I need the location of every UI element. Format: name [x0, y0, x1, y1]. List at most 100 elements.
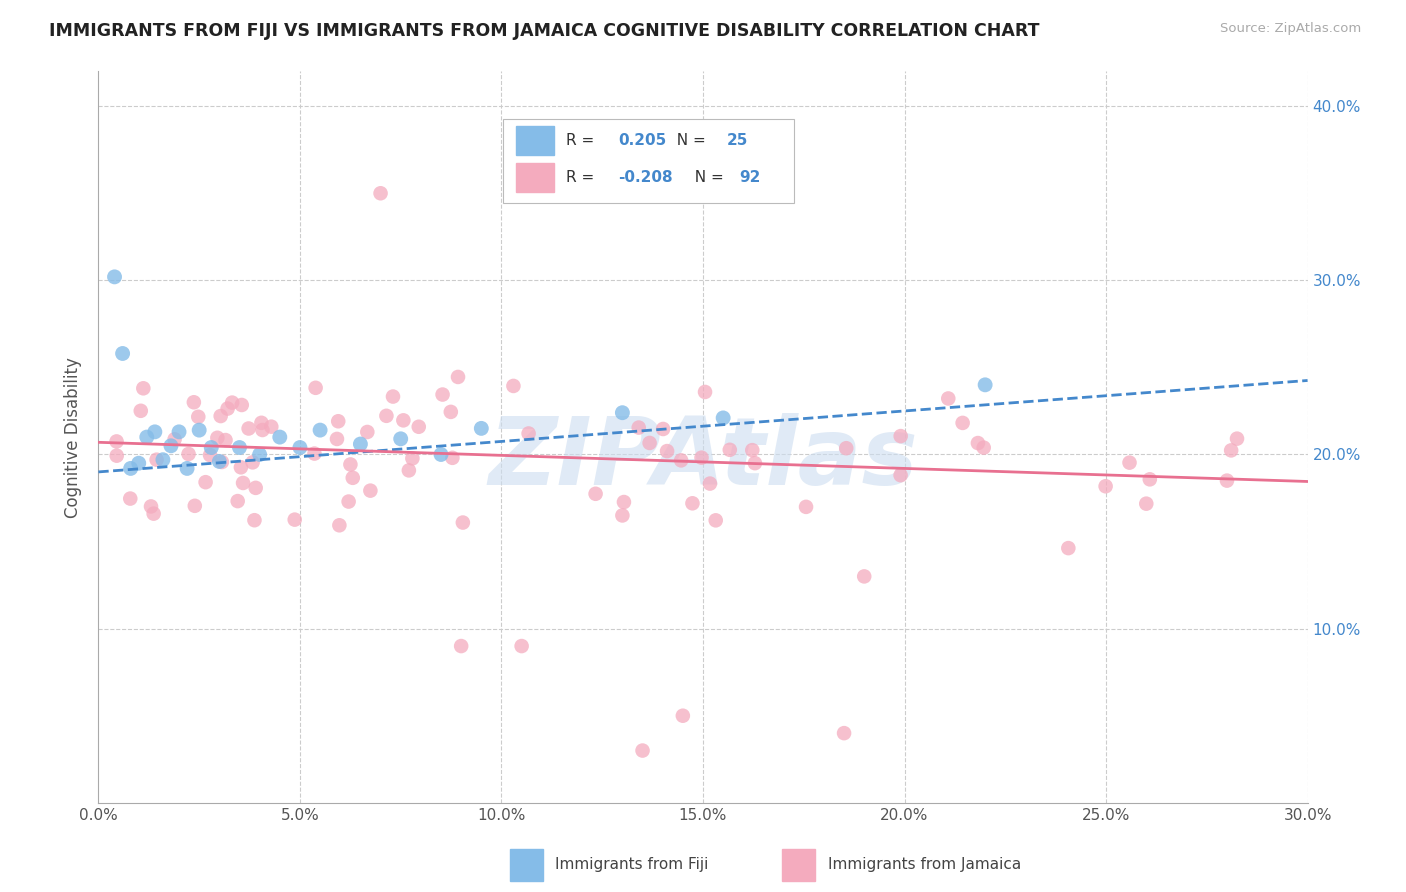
Text: 25: 25 [727, 133, 748, 148]
Point [211, 455, 233, 469]
Point [1139, 472, 1161, 486]
Point [105, 434, 128, 449]
Point [1118, 456, 1140, 470]
Point [693, 384, 716, 399]
Point [370, 186, 392, 201]
Point [288, 441, 311, 455]
Point [309, 423, 332, 437]
Text: 92: 92 [740, 169, 761, 185]
Point [135, 430, 157, 444]
Point [249, 448, 271, 462]
Point [699, 476, 721, 491]
Point [612, 406, 634, 420]
Point [356, 425, 378, 439]
Point [243, 513, 266, 527]
Point [304, 381, 326, 395]
Point [209, 409, 232, 423]
Point [163, 432, 186, 446]
Point [1220, 443, 1243, 458]
Point [120, 491, 142, 506]
Point [337, 494, 360, 508]
Point [890, 429, 912, 443]
Point [217, 401, 239, 416]
Text: IMMIGRANTS FROM FIJI VS IMMIGRANTS FROM JAMAICA COGNITIVE DISABILITY CORRELATION: IMMIGRANTS FROM FIJI VS IMMIGRANTS FROM … [49, 22, 1039, 40]
Point [232, 475, 254, 490]
Point [177, 447, 200, 461]
Text: 0.205: 0.205 [619, 133, 666, 148]
Text: N =: N = [685, 169, 728, 185]
Point [304, 447, 326, 461]
Point [132, 381, 155, 395]
Point [973, 441, 995, 455]
Point [252, 423, 274, 437]
Point [105, 449, 128, 463]
Point [451, 516, 474, 530]
Point [389, 432, 412, 446]
Text: N =: N = [666, 133, 710, 148]
Point [375, 409, 398, 423]
Point [349, 437, 371, 451]
Point [672, 708, 695, 723]
Point [207, 431, 229, 445]
Point [328, 518, 350, 533]
Point [450, 639, 472, 653]
Point [627, 420, 650, 434]
Point [711, 411, 734, 425]
Point [440, 405, 463, 419]
Point [794, 500, 817, 514]
Point [510, 639, 533, 653]
Point [284, 513, 307, 527]
Bar [782, 848, 815, 881]
Point [143, 425, 166, 439]
Point [382, 390, 405, 404]
Y-axis label: Cognitive Disability: Cognitive Disability [65, 357, 83, 517]
Point [245, 481, 267, 495]
Text: R =: R = [567, 133, 599, 148]
Point [1094, 479, 1116, 493]
Text: R =: R = [567, 169, 599, 185]
Point [214, 433, 236, 447]
Point [967, 436, 990, 450]
Point [430, 448, 453, 462]
Point [741, 443, 763, 458]
Point [890, 468, 912, 483]
Point [398, 463, 420, 477]
Point [229, 460, 252, 475]
Point [120, 461, 142, 475]
Point [502, 379, 524, 393]
Point [208, 454, 231, 468]
Point [145, 452, 167, 467]
Point [250, 416, 273, 430]
Point [744, 456, 766, 470]
Point [974, 377, 997, 392]
Point [669, 453, 692, 467]
Point [638, 436, 661, 450]
Point [339, 458, 361, 472]
Point [1226, 432, 1249, 446]
Point [835, 441, 858, 455]
Point [187, 409, 209, 424]
Point [718, 442, 741, 457]
Point [103, 269, 125, 284]
Text: Immigrants from Jamaica: Immigrants from Jamaica [828, 857, 1021, 872]
Point [681, 496, 703, 510]
Point [228, 441, 250, 455]
Point [128, 456, 150, 470]
Point [401, 451, 423, 466]
Point [613, 495, 636, 509]
Point [269, 430, 291, 444]
Point [160, 439, 183, 453]
Point [238, 421, 260, 435]
Point [359, 483, 381, 498]
Text: Source: ZipAtlas.com: Source: ZipAtlas.com [1220, 22, 1361, 36]
Point [188, 423, 211, 437]
Point [328, 414, 350, 428]
Point [183, 395, 205, 409]
Point [585, 487, 607, 501]
Bar [516, 162, 554, 192]
Point [198, 448, 221, 462]
Point [139, 500, 162, 514]
Point [517, 426, 540, 441]
Point [652, 422, 675, 436]
Point [432, 387, 454, 401]
